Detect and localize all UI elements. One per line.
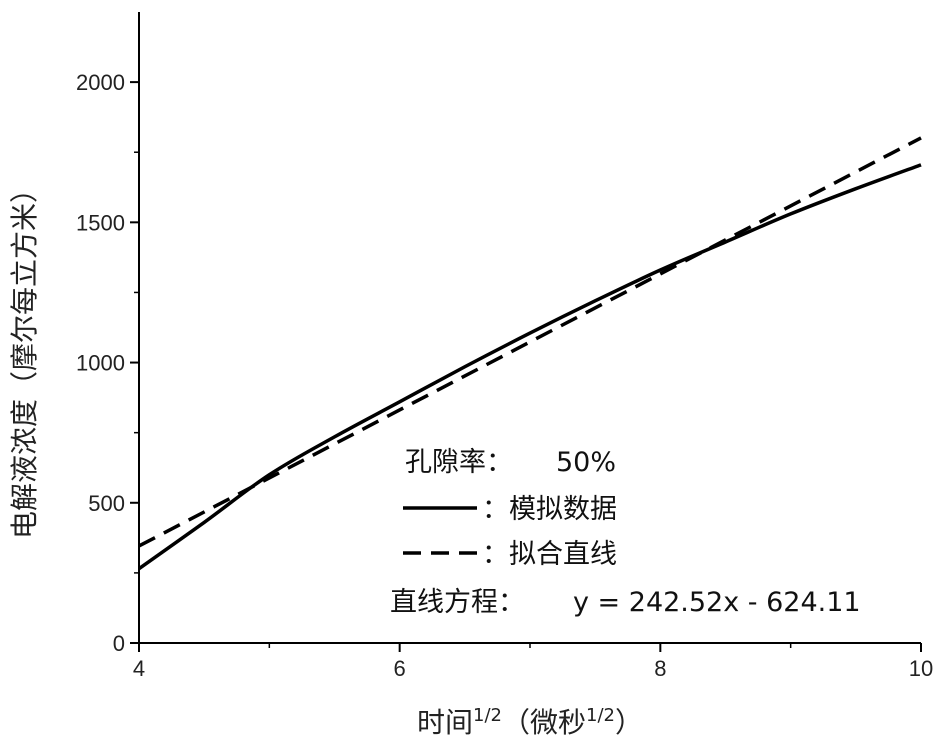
- x-axis-title-paren: （微秒: [502, 706, 586, 739]
- legend-equation-label: 直线方程：: [390, 587, 525, 618]
- x-tick-label: 8: [654, 656, 666, 681]
- y-tick-label: 1500: [76, 210, 125, 235]
- legend-fit-label: ：拟合直线: [482, 539, 617, 570]
- y-tick-label: 0: [113, 631, 125, 656]
- legend: 孔隙率： 50% ：模拟数据 ：拟合直线 直线方程： y = 242.52x -…: [390, 447, 861, 618]
- x-axis-title: 时间1/2（微秒1/2）: [417, 705, 643, 739]
- x-axis-title-sup1: 1/2: [473, 705, 502, 726]
- x-tick-label: 6: [394, 656, 406, 681]
- y-tick-label: 2000: [76, 70, 125, 95]
- legend-porosity-label: 孔隙率：: [405, 447, 513, 478]
- x-axis-title-main: 时间: [417, 706, 473, 739]
- legend-porosity-value: 50%: [556, 447, 616, 478]
- x-axis-title-sup2: 1/2: [586, 705, 615, 726]
- x-axis-title-close: ）: [615, 706, 643, 739]
- x-tick-label: 4: [133, 656, 145, 681]
- x-tick-label: 10: [909, 656, 933, 681]
- legend-equation: y = 242.52x - 624.11: [573, 587, 861, 618]
- legend-simulated-label: ：模拟数据: [482, 494, 617, 525]
- y-tick-label: 500: [88, 491, 125, 516]
- y-tick-label: 1000: [76, 351, 125, 376]
- y-axis-title: 电解液浓度（摩尔每立方米）: [8, 175, 41, 539]
